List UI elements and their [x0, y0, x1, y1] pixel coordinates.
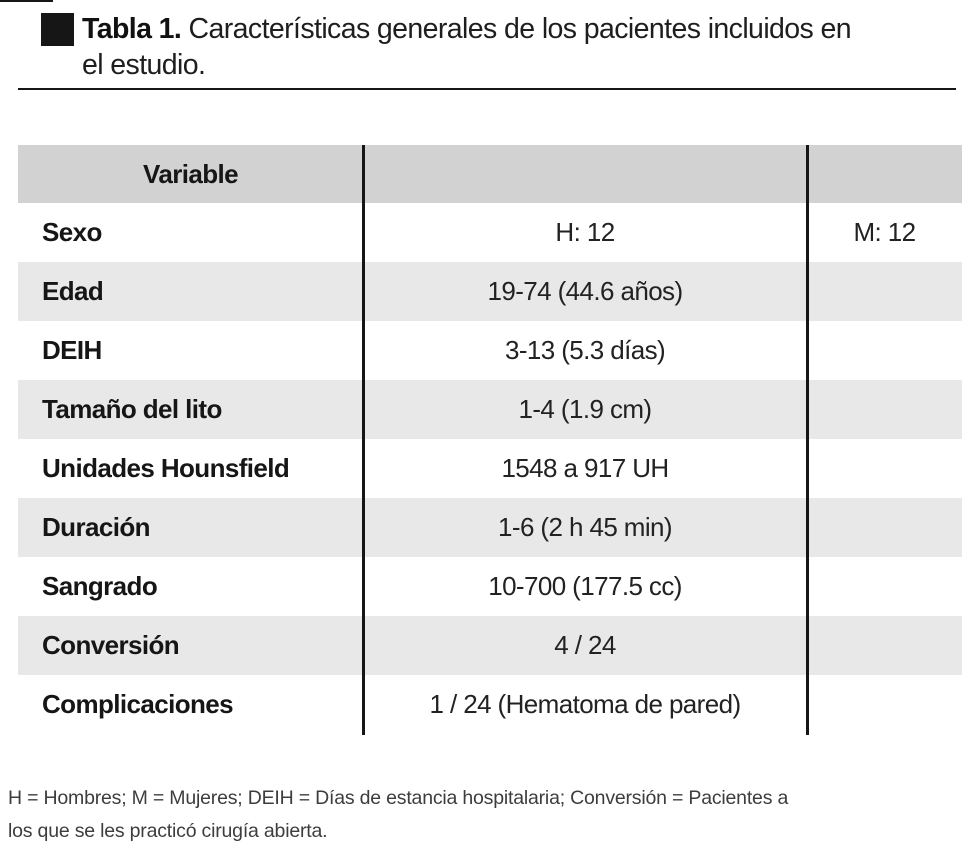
row-value-cell: 1548 a 917 UH: [501, 453, 669, 483]
table-title-label: Tabla 1.: [82, 13, 182, 45]
table-row-conversion: Conversión 4 / 24: [18, 616, 962, 675]
row-label-cell: Sexo: [42, 217, 102, 247]
row-value-cell: 19-74 (44.6 años): [487, 276, 683, 306]
row-value-cell: 1 / 24 (Hematoma de pared): [429, 689, 741, 719]
footnote-line-2: los que se les practicó cirugía abierta.: [8, 820, 328, 842]
table-row-deih: DEIH 3-13 (5.3 días): [18, 321, 962, 380]
column-divider-2: [806, 145, 809, 735]
table-title-text: Características generales de los pacient…: [188, 13, 852, 45]
title-divider: [18, 88, 956, 90]
table-row-edad: Edad 19-74 (44.6 años): [18, 262, 962, 321]
table-row-sexo: Sexo H: 12 M: 12: [18, 203, 962, 262]
row-label-cell: Conversión: [42, 630, 180, 660]
table-title: Tabla 1. Características generales de lo…: [82, 11, 852, 83]
table-row-tamano-del-lito: Tamaño del lito 1-4 (1.9 cm): [18, 380, 962, 439]
row-label-cell: Unidades Hounsfield: [42, 453, 290, 483]
table-footnote: H = Hombres; M = Mujeres; DEIH = Días de…: [8, 782, 968, 848]
patients-table: Variable Sexo H: 12 M: 12 Edad 19-74 (44…: [18, 145, 962, 735]
table-marker-icon: [41, 13, 74, 46]
header-cell-variable: Variable: [143, 158, 239, 189]
row-value-cell: 4 / 24: [554, 630, 616, 660]
row-value-cell: 1-6 (2 h 45 min): [498, 512, 673, 542]
row-label-cell: DEIH: [42, 335, 102, 365]
row-label-cell: Sangrado: [42, 571, 158, 601]
page-edge-mark: [0, 0, 53, 2]
row-label-cell: Duración: [42, 512, 150, 542]
row-label-cell: Edad: [42, 276, 104, 306]
footnote-line-1: H = Hombres; M = Mujeres; DEIH = Días de…: [8, 787, 789, 809]
table-row-duracion: Duración 1-6 (2 h 45 min): [18, 498, 962, 557]
row-value-cell: 3-13 (5.3 días): [504, 335, 666, 365]
table-title-line-2: el estudio.: [82, 47, 851, 83]
table-title-text-2: el estudio.: [82, 49, 206, 81]
column-divider-1: [362, 145, 365, 735]
table-row-unidades-hounsfield: Unidades Hounsfield 1548 a 917 UH: [18, 439, 962, 498]
row-extra-cell: M: 12: [853, 217, 916, 247]
table-row-complicaciones: Complicaciones 1 / 24 (Hematoma de pared…: [18, 675, 962, 734]
row-label-cell: Complicaciones: [42, 689, 234, 719]
table-header-row: Variable: [18, 145, 962, 203]
row-value-cell: H: 12: [555, 217, 615, 247]
row-value-cell: 1-4 (1.9 cm): [518, 394, 653, 424]
row-label-cell: Tamaño del lito: [42, 394, 222, 424]
row-value-cell: 10-700 (177.5 cc): [488, 571, 682, 601]
table-row-sangrado: Sangrado 10-700 (177.5 cc): [18, 557, 962, 616]
table-title-line-1: Tabla 1. Características generales de lo…: [82, 11, 852, 47]
